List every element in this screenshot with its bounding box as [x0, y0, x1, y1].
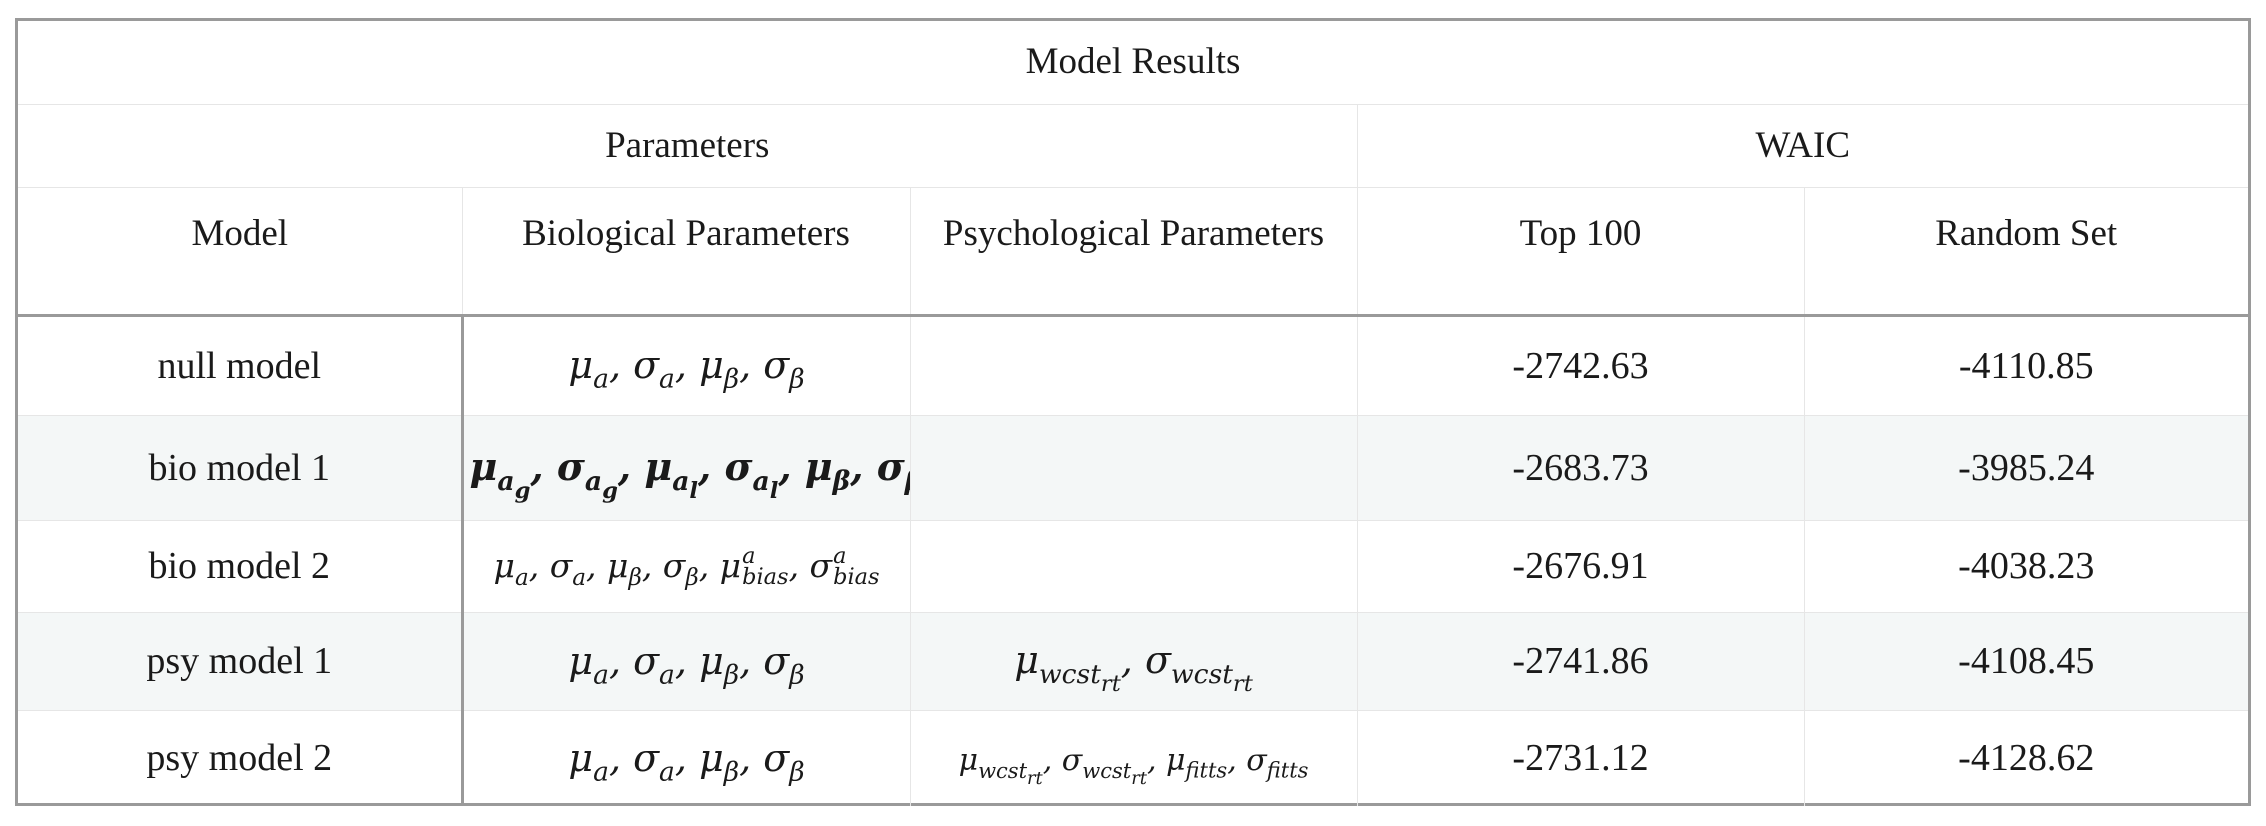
math-formula: μa, σa, μβ, σβ, μ a bias, σ a bias: [493, 542, 880, 592]
table-row: psy model 2 μa, σa, μβ, σβ μwcstrt, σwcs…: [18, 709, 2249, 806]
cell-biological-parameters: μa, σa, μβ, σβ: [461, 709, 911, 806]
column-header-biological-parameters: Biological Parameters: [461, 186, 911, 317]
cell-psychological-parameters: μwcstrt, σwcstrt: [909, 611, 1358, 711]
cell-random-set: -4038.23: [1803, 519, 2249, 613]
math-formula: μa, σa, μβ, σβ: [568, 735, 805, 788]
model-results-table: Model Results Parameters WAIC Model Biol…: [18, 21, 2249, 806]
cell-psychological-parameters: [909, 519, 1358, 613]
table-row: bio model 2 μa, σa, μβ, σβ, μ a bias, σ a bi…: [18, 519, 2249, 613]
cell-random-set: -4108.45: [1803, 611, 2249, 711]
math-formula: μwcstrt, σwcstrt, μfitts, σfitts: [958, 743, 1309, 789]
cell-random-set: -3985.24: [1803, 414, 2249, 521]
math-formula: μa, σa, μβ, σβ: [568, 343, 805, 395]
group-header-waic: WAIC: [1356, 103, 2249, 188]
cell-random-set: -4128.62: [1803, 709, 2249, 806]
cell-model: psy model 1: [18, 611, 464, 711]
cell-biological-parameters: μa, σa, μβ, σβ, μ a bias, σ a bias: [461, 519, 911, 613]
math-formula: μa, σa, μβ, σβ: [568, 638, 805, 690]
cell-model: bio model 2: [18, 519, 464, 613]
group-header-parameters: Parameters: [18, 103, 1358, 188]
table-title: Model Results: [18, 21, 2249, 105]
column-header-model: Model: [18, 186, 463, 317]
cell-random-set: -4110.85: [1803, 314, 2249, 416]
cell-model: bio model 1: [18, 414, 464, 521]
cell-psychological-parameters: μwcstrt, σwcstrt, μfitts, σfitts: [909, 709, 1358, 806]
column-header-psychological-parameters: Psychological Parameters: [909, 186, 1358, 317]
column-header-top-100: Top 100: [1356, 186, 1805, 317]
cell-biological-parameters: μa, σa, μβ, σβ: [461, 314, 911, 416]
cell-top-100: -2683.73: [1356, 414, 1805, 521]
math-formula: μag, σag, μal, σal, μβ, σβ: [469, 444, 910, 504]
table-row: bio model 1 μag, σag, μal, σal, μβ, σβ -…: [18, 414, 2249, 521]
cell-psychological-parameters: [909, 314, 1358, 416]
cell-psychological-parameters: [909, 414, 1358, 521]
cell-model: psy model 2: [18, 709, 464, 806]
math-formula: μwcstrt, σwcstrt: [1014, 638, 1253, 697]
cell-model: null model: [18, 314, 464, 416]
cell-biological-parameters: μag, σag, μal, σal, μβ, σβ: [461, 414, 911, 521]
column-header-random-set: Random Set: [1803, 186, 2249, 317]
model-results-table-frame: Model Results Parameters WAIC Model Biol…: [15, 18, 2251, 806]
cell-top-100: -2731.12: [1356, 709, 1805, 806]
cell-top-100: -2741.86: [1356, 611, 1805, 711]
table-row: psy model 1 μa, σa, μβ, σβ μwcstrt, σwcs…: [18, 611, 2249, 711]
cell-biological-parameters: μa, σa, μβ, σβ: [461, 611, 911, 711]
cell-top-100: -2742.63: [1356, 314, 1805, 416]
cell-top-100: -2676.91: [1356, 519, 1805, 613]
table-row: null model μa, σa, μβ, σβ -2742.63 -4110…: [18, 314, 2249, 416]
